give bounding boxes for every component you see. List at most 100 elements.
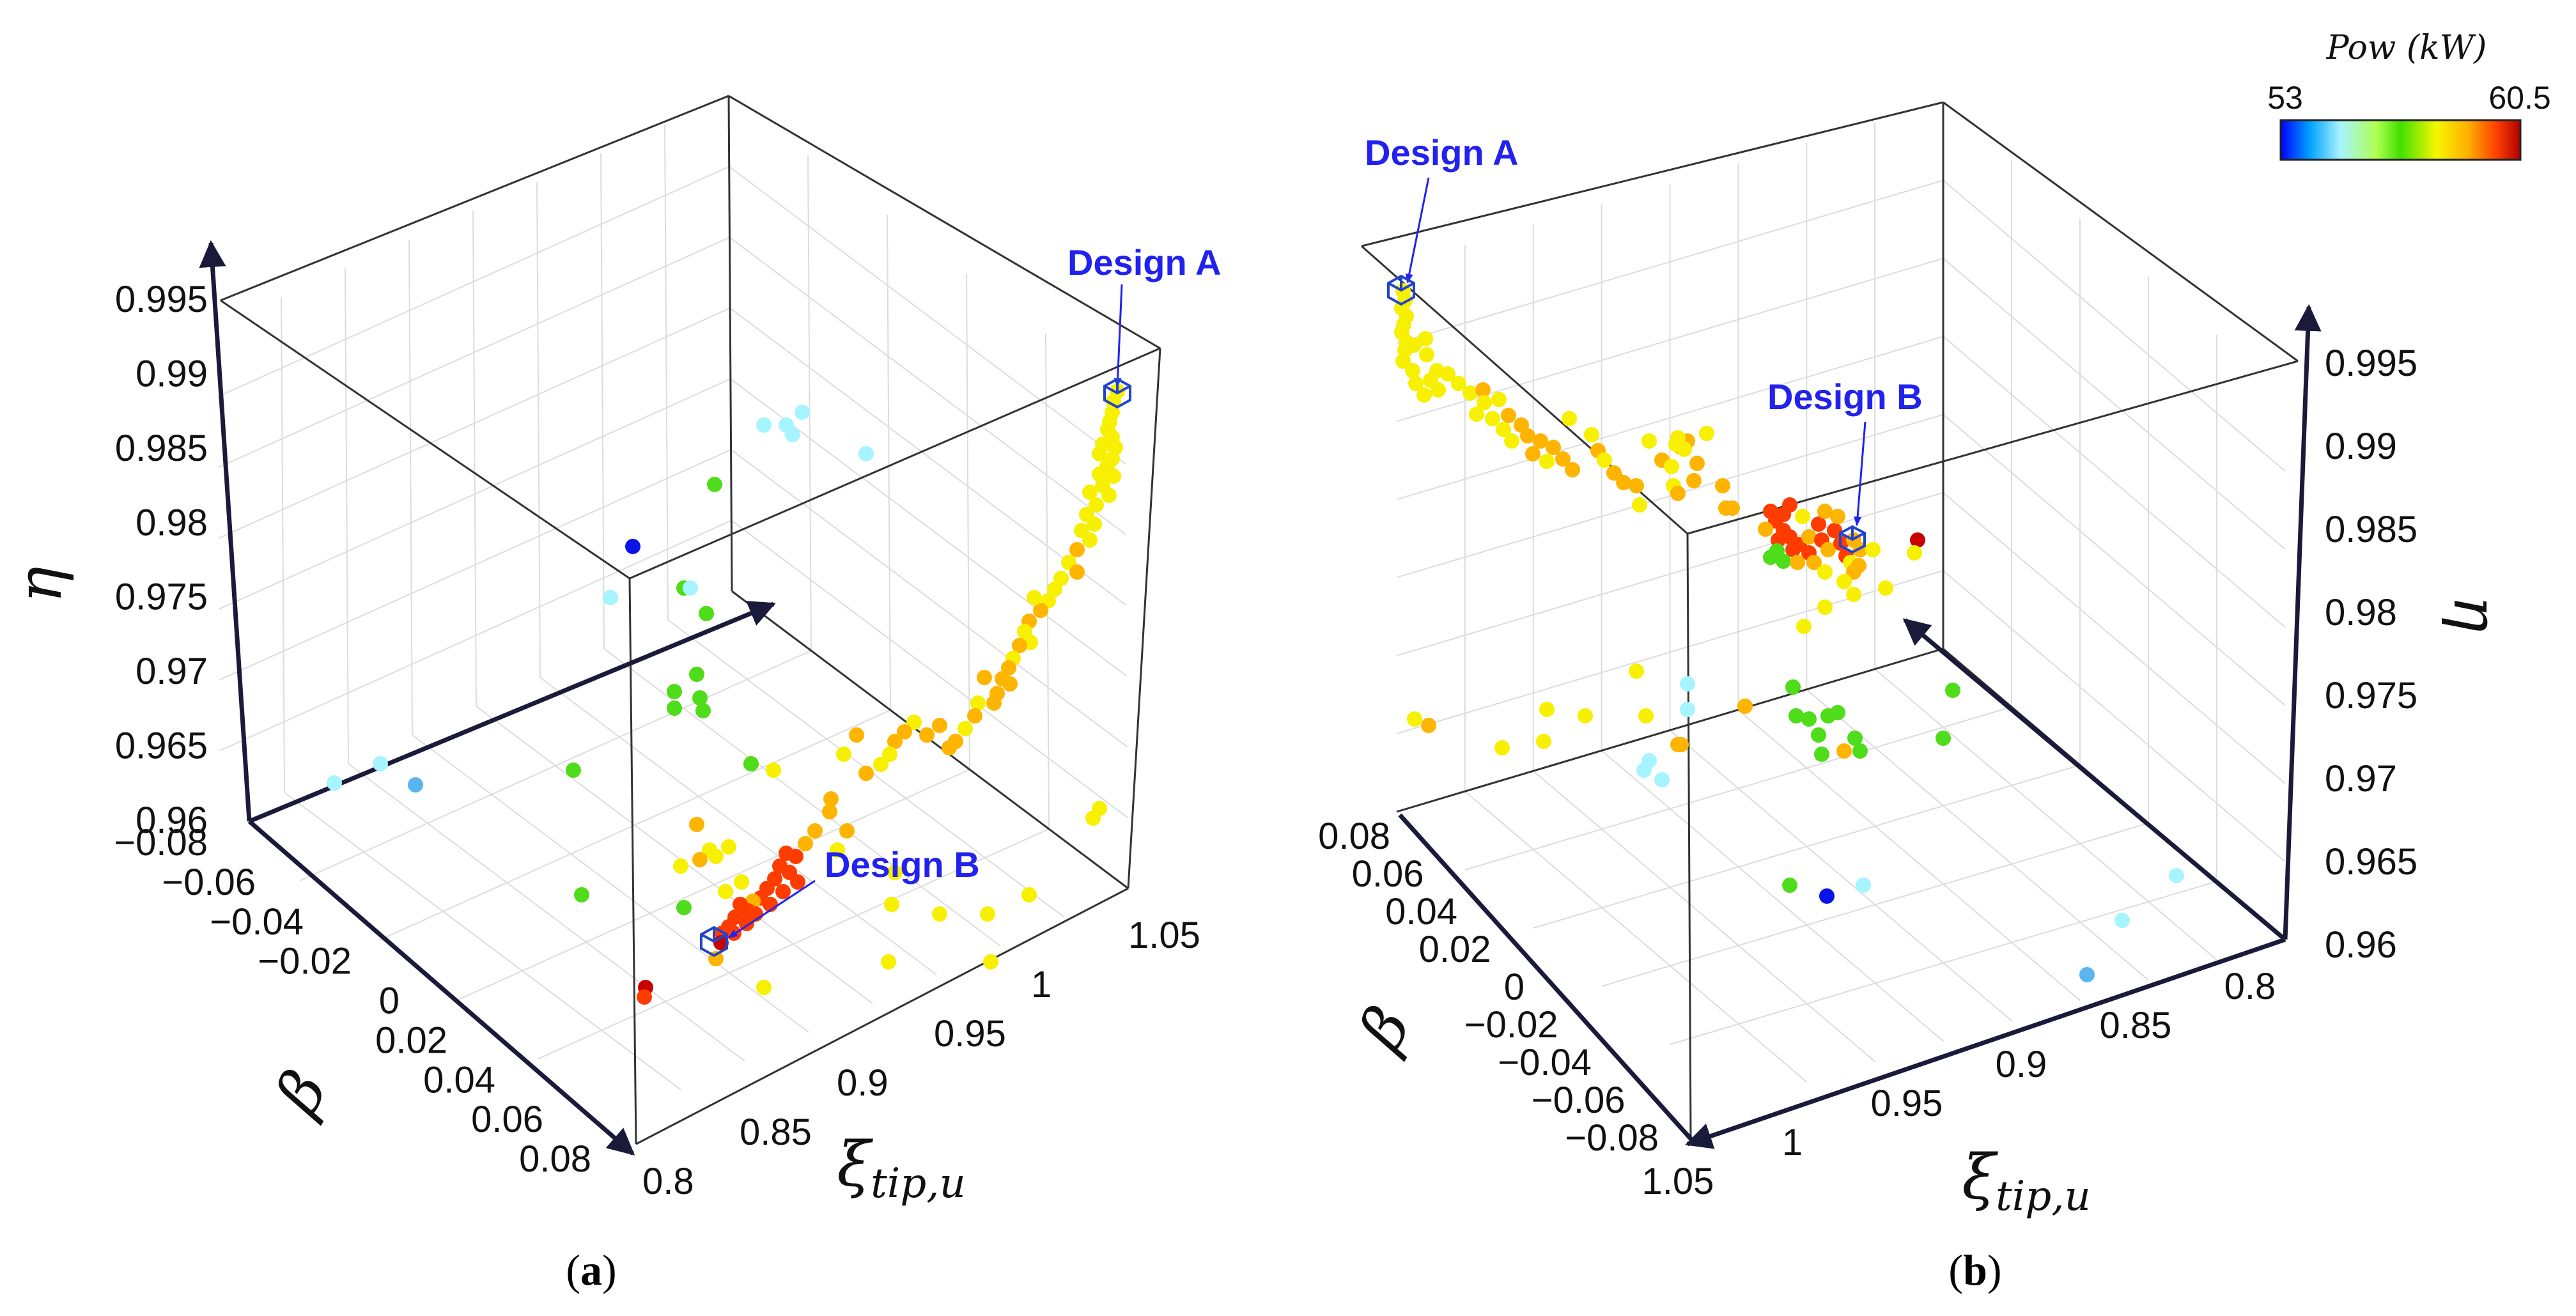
colorbar-title: Pow (kW): [2326, 29, 2487, 67]
panel-a-data-point: [932, 906, 947, 922]
panel-a-data-point: [1021, 887, 1037, 902]
colorbar-min-label: 53: [2267, 80, 2303, 116]
panel-b-data-point: [1830, 509, 1845, 524]
panel-a-data-point: [707, 477, 722, 492]
panel-b-x-label-sub: tip,u: [1996, 1173, 2091, 1220]
panel-a-data-point: [822, 804, 837, 819]
panel-b-data-point: [1469, 406, 1484, 422]
panel-a-data-point: [756, 417, 772, 433]
panel-a-data-point: [1085, 810, 1101, 826]
panel-b-data-point: [1680, 702, 1695, 717]
panel-b-data-point: [1790, 555, 1805, 570]
panel-a-data-point: [887, 865, 903, 880]
panel-b-data-point: [1817, 600, 1833, 615]
panel-b-data-point: [1852, 743, 1868, 759]
panel-b-design-a: Design A: [1365, 132, 1519, 306]
panel-a-data-point: [733, 897, 748, 912]
panel-b-data-point: [1670, 486, 1686, 501]
panel-a-y-label: β: [261, 1058, 341, 1127]
panel-a-design-b: Design B: [700, 844, 980, 957]
panel-a-z-tick: 0.985: [115, 428, 208, 469]
panel-b-gridlines: [1396, 122, 2286, 1083]
panel-b-design-b-arrow: [1854, 421, 1866, 527]
panel-b-data-point: [1636, 763, 1652, 778]
panel-b-data-point: [1629, 663, 1644, 679]
panel-a-data-point: [970, 695, 986, 711]
panel-a-z-tick: 0.98: [136, 502, 208, 543]
panel-b-data-point: [1737, 699, 1753, 714]
panel-b-data-point: [1795, 509, 1810, 524]
panel-a-data-point: [849, 727, 864, 743]
panel-a-data-point: [823, 791, 839, 807]
panel-a-x-tick: 0.85: [740, 1111, 812, 1153]
panel-b: 0.995 0.99 0.985 0.98 0.975 0.97 0.965 0.96 0.0…: [1318, 101, 2511, 1294]
panel-a-data-point: [676, 900, 692, 915]
panel-a-data-point: [689, 667, 704, 682]
panel-b-data-point: [1491, 392, 1507, 407]
panel-b-y-tick: 0.06: [1352, 853, 1424, 895]
panel-a-data-point: [683, 580, 698, 596]
panel-a-data-point: [689, 817, 704, 832]
panel-a-data-point: [1069, 542, 1085, 557]
panel-a-data-point: [942, 740, 957, 755]
panel-a-data-point: [986, 695, 1002, 711]
panel-b-data-point: [1817, 504, 1833, 519]
panel-b-z-ticks: 0.995 0.99 0.985 0.98 0.975 0.97 0.965 0.96: [2325, 343, 2417, 966]
panel-b-z-tick: 0.99: [2325, 426, 2397, 467]
panel-a-y-ticks: −0.08−0.06−0.04−0.02 00.020.040.060.08: [114, 822, 591, 1180]
panel-b-data-point: [1504, 433, 1519, 449]
panel-a-y-tick: −0.06: [162, 862, 256, 903]
panel-a-data-point: [734, 874, 749, 890]
panel-a-x-tick: 1.05: [1128, 915, 1200, 956]
panel-b-data-point: [1578, 708, 1593, 724]
panel-b-beta-axis: [1398, 813, 1695, 1143]
panel-a-data-point: [977, 670, 992, 685]
panel-a-data-point: [327, 775, 342, 791]
panel-a-z-tick: 0.965: [115, 725, 208, 767]
panel-b-data-point: [1584, 427, 1599, 442]
panel-a-x-tick: 0.8: [642, 1161, 694, 1202]
panel-b-data-point: [1846, 587, 1861, 602]
panel-b-data-point: [1562, 411, 1577, 426]
panel-a-data-point: [1101, 488, 1117, 503]
panel-a-data-point: [967, 708, 982, 724]
panel-b-caption-letter: b: [1963, 1246, 1987, 1294]
panel-a-data-point: [699, 606, 714, 621]
panel-b-data-point: [1811, 727, 1826, 743]
panel-a-design-a: Design A: [1067, 242, 1222, 409]
panel-b-x-tick: 0.95: [1871, 1083, 1943, 1124]
panel-b-data-point: [1811, 516, 1826, 532]
panel-a-data-point: [1027, 590, 1042, 605]
panel-b-data-point: [1788, 708, 1804, 724]
panel-b-data-point: [1525, 446, 1540, 461]
panel-a-data-point: [692, 852, 708, 867]
panel-b-data-point: [1494, 740, 1510, 755]
panel-a-data-point: [1047, 582, 1062, 597]
panel-b-design-a-arrow: [1405, 177, 1430, 284]
panel-b-design-a-marker: [1387, 274, 1415, 306]
panel-a-x-tick: 0.95: [934, 1013, 1006, 1055]
panel-b-data-point: [1406, 337, 1422, 353]
panel-a-box: [220, 95, 1161, 1145]
panel-a-caption-close: ): [602, 1246, 617, 1294]
panel-a-z-tick: 0.96: [136, 800, 208, 841]
panel-b-z-label: η: [2440, 595, 2511, 632]
panel-b-data-point: [1763, 550, 1778, 565]
panel-b-x-ticks: 1.05 1 0.95 0.9 0.85 0.8: [1642, 966, 2276, 1202]
panel-b-data-point: [1632, 497, 1647, 513]
panel-a-data-point: [1069, 564, 1085, 580]
panel-b-data-point: [1758, 522, 1773, 537]
panel-a-data-point: [695, 703, 711, 718]
panel-b-eta-axis: [2283, 304, 2322, 940]
panel-a-z-tick: 0.975: [115, 577, 208, 618]
panel-b-data-point: [1847, 731, 1863, 746]
panel-b-data-point: [1851, 558, 1866, 573]
panel-a-xi-axis: [248, 601, 776, 824]
panel-b-data-point: [1546, 440, 1561, 455]
panel-b-data-point: [1817, 564, 1833, 580]
panel-a-data-point: [983, 954, 998, 970]
panel-a-data-point: [785, 427, 800, 442]
panel-b-data-point: [1673, 737, 1689, 752]
panel-b-z-tick: 0.96: [2325, 924, 2397, 966]
